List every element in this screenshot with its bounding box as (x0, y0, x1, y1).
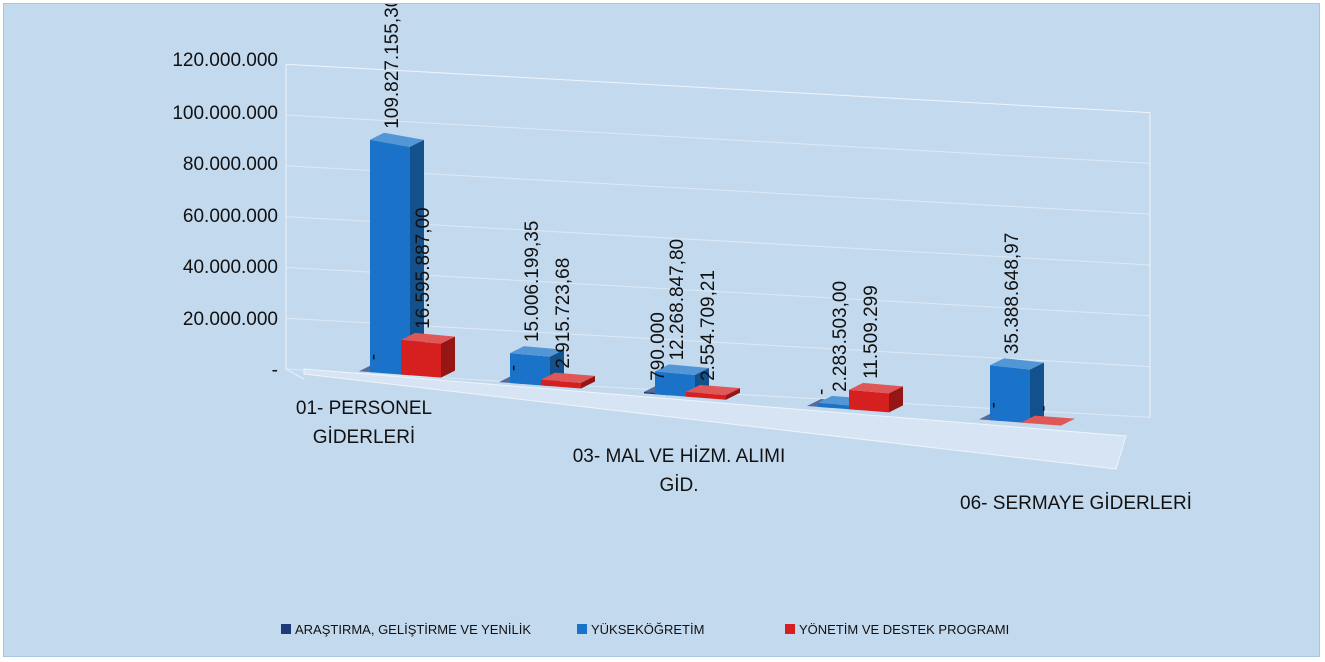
data-label: 2.554.709,21 (698, 270, 719, 381)
y-tick-label: 100.000.000 (172, 103, 278, 124)
bar-side (441, 336, 455, 378)
bar-1-3 (401, 339, 441, 378)
bar-4-2 (818, 402, 858, 410)
data-label: - (811, 389, 832, 395)
bar-top (510, 346, 564, 357)
legend-swatch (785, 624, 795, 634)
bar-1-2 (370, 139, 410, 376)
category-label: 01- PERSONEL (296, 398, 432, 419)
gridline (285, 216, 1151, 266)
data-label: 11.509.299 (861, 285, 882, 379)
legend-swatch (281, 624, 291, 634)
bar-top (655, 364, 709, 375)
bar-2-2 (510, 353, 550, 387)
legend-label: YÜKSEKÖĞRETİM (591, 622, 704, 637)
bar-top (990, 358, 1044, 370)
gridline (285, 165, 1151, 215)
category-label: 03- MAL VE HİZM. ALIMI (573, 446, 786, 467)
floor-left-edge (285, 368, 305, 380)
data-label: - (1033, 405, 1054, 411)
data-label: 12.268.847,80 (667, 239, 688, 361)
bar-top (849, 382, 903, 394)
bar-side (410, 139, 424, 376)
bar-4-3 (849, 389, 889, 413)
gridline (285, 63, 1151, 114)
bar-side (581, 375, 595, 389)
y-tick-label: 120.000.000 (172, 50, 278, 71)
legend-label: YÖNETİM VE DESTEK PROGRAMI (799, 622, 1009, 637)
bar-top (686, 384, 740, 396)
y-tick-label: 60.000.000 (183, 206, 278, 227)
bar-3-2 (655, 371, 695, 398)
bar-5-2 (990, 365, 1030, 424)
bar-top (370, 132, 424, 147)
data-label: 2.283.503,00 (830, 281, 851, 392)
gridline (285, 266, 1151, 317)
data-label: - (363, 354, 384, 360)
bar-side (1030, 362, 1044, 424)
category-label: GİD. (659, 475, 698, 496)
y-tick-label: - (272, 360, 278, 381)
y-tick-label: 20.000.000 (183, 309, 278, 330)
y-tick-label: 40.000.000 (183, 257, 278, 278)
bar-chart-3d: - 20.000.000 40.000.000 60.000.000 80.000.00… (172, 4, 1192, 637)
gridline (285, 114, 1151, 164)
floor (303, 368, 1127, 470)
data-label: - (983, 402, 1004, 408)
category-label: 06- SERMAYE GİDERLERİ (960, 493, 1192, 514)
bar-top (401, 332, 455, 344)
data-label: 15.006.199,35 (522, 221, 543, 343)
bar-2-3 (541, 379, 581, 389)
data-label: 16.595.887,00 (413, 207, 434, 329)
legend-swatch (577, 624, 587, 634)
bar-top (541, 372, 595, 383)
legend-label: ARAŞTIRMA, GELİŞTİRME VE YENİLİK (295, 622, 531, 637)
data-label: 109.827.155,30 (382, 4, 403, 129)
bar-side (889, 386, 903, 413)
chart-frame: - 20.000.000 40.000.000 60.000.000 80.000.00… (3, 3, 1320, 657)
bar-side (726, 388, 740, 400)
data-label: - (503, 365, 524, 371)
data-label: 2.915.723,68 (553, 258, 574, 369)
bar-top (1021, 415, 1075, 426)
y-tick-label: 80.000.000 (183, 154, 278, 175)
category-label: GİDERLERİ (313, 427, 415, 448)
data-label: 790.000 (648, 312, 669, 381)
data-label: 35.388.648,97 (1002, 233, 1023, 355)
bar-3-3 (686, 391, 726, 400)
